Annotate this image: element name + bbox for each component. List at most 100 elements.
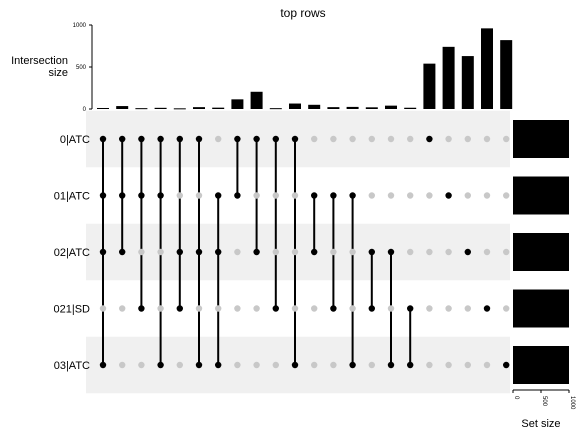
intersection-bar: [404, 107, 417, 109]
matrix-dot-inactive: [483, 361, 491, 369]
matrix-dot-inactive: [445, 305, 452, 312]
matrix-dot-inactive: [157, 248, 164, 256]
matrix-dot-active: [138, 305, 145, 312]
matrix-dot-active: [99, 135, 107, 143]
matrix-dot-inactive: [445, 135, 452, 143]
matrix-dot-inactive: [99, 305, 107, 312]
intersection-matrix: 0|ATC 01|ATC 02|ATC 021|SD 03|ATC: [54, 110, 510, 394]
matrix-dot-active: [291, 135, 299, 143]
matrix-dot-inactive: [138, 361, 145, 369]
matrix-dot-inactive: [426, 248, 433, 256]
matrix-dot-active: [291, 361, 299, 369]
matrix-dot-inactive: [464, 135, 471, 143]
matrix-dot-inactive: [387, 192, 395, 199]
set-label: 021|SD: [54, 304, 91, 316]
matrix-dot-inactive: [253, 361, 260, 369]
set-size-bar: [513, 176, 569, 215]
matrix-dot-inactive: [349, 135, 356, 143]
matrix-dot-active: [195, 135, 203, 143]
matrix-dot-inactive: [291, 305, 299, 312]
intersection-bar: [154, 107, 167, 109]
set-size-tick-label: 500: [541, 396, 547, 407]
matrix-dot-inactive: [311, 361, 318, 369]
matrix-dot-active: [176, 305, 183, 312]
y-axis-label-line-2: size: [48, 67, 68, 79]
matrix-dot-inactive: [234, 248, 241, 256]
matrix-dot-active: [387, 361, 395, 369]
matrix-dot-inactive: [272, 361, 279, 369]
matrix-dot-active: [215, 361, 222, 369]
matrix-dot-inactive: [407, 192, 414, 199]
matrix-dot-active: [215, 192, 222, 199]
matrix-dot-inactive: [503, 305, 510, 312]
matrix-dot-inactive: [311, 135, 318, 143]
matrix-dot-active: [234, 135, 241, 143]
matrix-dot-inactive: [176, 192, 183, 199]
matrix-dot-inactive: [387, 305, 395, 312]
set-label: 03|ATC: [54, 360, 90, 372]
matrix-dot-inactive: [407, 248, 414, 256]
matrix-dot-active: [157, 361, 164, 369]
matrix-dot-inactive: [195, 305, 203, 312]
intersection-bar: [500, 40, 513, 110]
matrix-dot-inactive: [368, 135, 375, 143]
matrix-dot-inactive: [464, 361, 471, 369]
matrix-dot-inactive: [483, 135, 491, 143]
matrix-dot-active: [464, 248, 471, 256]
matrix-dot-active: [311, 248, 318, 256]
set-size-axis-label: Set size: [521, 418, 560, 430]
intersection-bar: [289, 103, 301, 109]
matrix-dot-active: [138, 192, 145, 199]
matrix-dot-inactive: [119, 305, 126, 312]
matrix-dot-inactive: [272, 248, 279, 256]
matrix-dot-inactive: [215, 305, 222, 312]
matrix-dot-active: [99, 192, 107, 199]
matrix-dot-active: [157, 192, 164, 199]
set-size-tick-label: 0: [513, 396, 519, 400]
set-label: 01|ATC: [54, 191, 90, 203]
matrix-dot-inactive: [349, 248, 356, 256]
matrix-dot-active: [253, 135, 260, 143]
matrix-dot-active: [387, 248, 395, 256]
matrix-dot-inactive: [253, 305, 260, 312]
matrix-dot-active: [176, 135, 183, 143]
y-axis-label-line-1: Intersection: [11, 55, 68, 67]
set-size-bars: 0 500 1000: [512, 120, 575, 410]
matrix-dot-inactive: [253, 192, 260, 199]
matrix-dot-active: [215, 248, 222, 256]
matrix-dot-inactive: [368, 361, 375, 369]
intersection-bar: [231, 99, 244, 109]
matrix-dot-active: [311, 192, 318, 199]
matrix-dot-inactive: [483, 248, 491, 256]
matrix-dot-inactive: [291, 192, 299, 199]
matrix-dot-inactive: [349, 305, 356, 312]
intersection-bar: [308, 104, 321, 109]
matrix-dot-inactive: [234, 305, 241, 312]
matrix-dot-active: [119, 192, 126, 199]
matrix-dot-active: [426, 135, 433, 143]
matrix-dot-active: [272, 135, 279, 143]
matrix-dot-active: [483, 305, 491, 312]
matrix-dot-inactive: [464, 192, 471, 199]
matrix-dot-inactive: [311, 305, 318, 312]
matrix-dot-active: [234, 192, 241, 199]
matrix-dot-inactive: [330, 248, 337, 256]
matrix-dot-inactive: [445, 361, 452, 369]
intersection-bar: [193, 107, 205, 109]
intersection-bar: [461, 56, 474, 109]
matrix-dot-inactive: [157, 305, 164, 312]
matrix-dot-inactive: [407, 135, 414, 143]
y-tick-label: 1000: [73, 23, 87, 29]
matrix-dot-active: [445, 192, 452, 199]
matrix-dot-active: [195, 361, 203, 369]
intersection-bar: [365, 107, 378, 109]
matrix-dot-inactive: [368, 192, 375, 199]
matrix-dot-inactive: [464, 305, 471, 312]
matrix-dot-inactive: [330, 135, 337, 143]
intersection-bar: [346, 106, 359, 109]
set-size-bar: [513, 346, 569, 384]
matrix-dot-inactive: [426, 305, 433, 312]
matrix-dot-inactive: [215, 135, 222, 143]
set-label: 0|ATC: [60, 134, 90, 146]
matrix-dot-active: [330, 305, 337, 312]
